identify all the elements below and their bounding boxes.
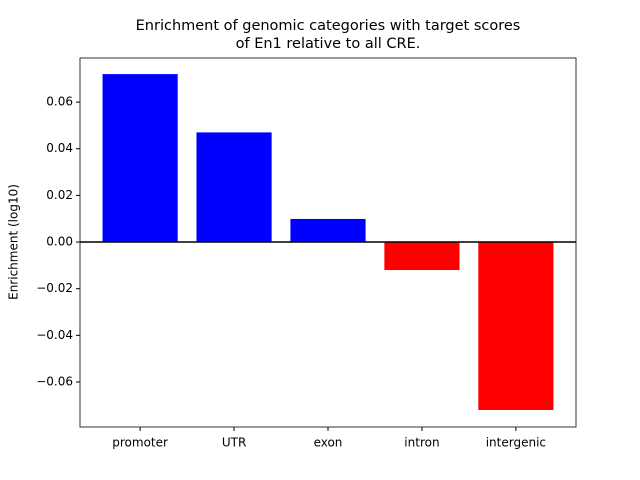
x-tick-label: intron — [404, 436, 439, 450]
bar — [384, 242, 460, 271]
y-tick-label: 0.02 — [46, 188, 73, 202]
x-tick-label: exon — [314, 436, 343, 450]
y-tick-label: 0.04 — [46, 141, 73, 155]
x-tick-label: intergenic — [486, 436, 546, 450]
y-tick-label: 0.00 — [46, 235, 73, 249]
plot-frame — [79, 57, 577, 428]
chart-title: Enrichment of genomic categories with ta… — [136, 18, 521, 34]
y-tick-label: −0.06 — [36, 374, 73, 388]
y-tick-label: −0.04 — [36, 328, 73, 342]
bar — [196, 132, 272, 243]
bar — [290, 218, 366, 243]
y-tick-label: 0.06 — [46, 95, 73, 109]
x-tick-label: promoter — [112, 436, 168, 450]
chart-title: of En1 relative to all CRE. — [236, 36, 421, 52]
y-tick-label: −0.02 — [36, 281, 73, 295]
y-axis-label: Enrichment (log10) — [7, 184, 21, 300]
x-tick-label: UTR — [222, 436, 246, 450]
bar — [102, 74, 178, 243]
bar — [478, 242, 554, 410]
